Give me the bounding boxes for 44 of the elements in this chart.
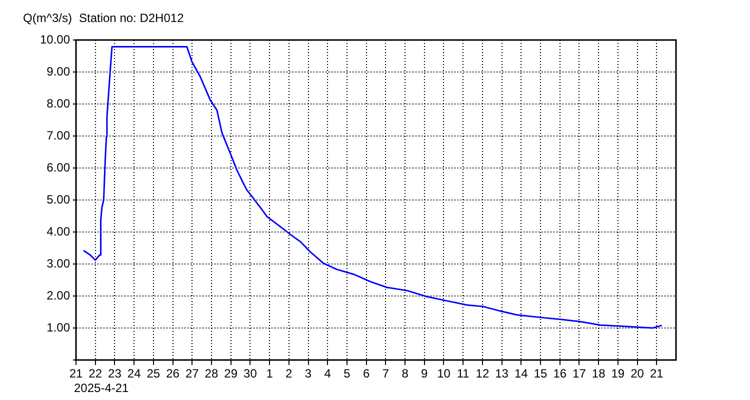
text: 2025-4-21 bbox=[74, 381, 130, 395]
y-tick-label: 9.00 bbox=[46, 64, 70, 78]
x-tick-label: 21 bbox=[650, 366, 664, 381]
x-tick-label: 24 bbox=[127, 366, 142, 381]
x-tick-label: 2 bbox=[286, 366, 293, 381]
y-tick-label: 4.00 bbox=[46, 224, 70, 238]
x-tick-label: 14 bbox=[514, 366, 528, 381]
y-axis-title: Q(m^3/s) bbox=[23, 11, 72, 25]
x-tick-label: 17 bbox=[572, 366, 586, 381]
y-tick-label: 7.00 bbox=[46, 128, 70, 142]
x-tick-label: 1 bbox=[266, 366, 274, 381]
x-tick-label: 22 bbox=[88, 366, 102, 381]
x-tick-label: 3 bbox=[304, 366, 312, 381]
x-tick-label: 25 bbox=[146, 366, 160, 381]
chart-title: Station no: D2H012 bbox=[79, 11, 184, 25]
x-tick-label: 15 bbox=[534, 366, 548, 381]
x-tick-label: 30 bbox=[244, 366, 258, 381]
x-tick-label: 29 bbox=[224, 366, 238, 381]
x-tick-label: 7 bbox=[382, 366, 390, 381]
y-tick-label: 5.00 bbox=[46, 192, 70, 206]
x-tick-label: 16 bbox=[553, 366, 567, 381]
x-tick-label: 9 bbox=[421, 366, 428, 381]
y-tick-label: 2.00 bbox=[46, 288, 70, 302]
x-tick-label: 26 bbox=[166, 366, 180, 381]
x-tick-label: 27 bbox=[185, 366, 200, 381]
x-tick-label: 23 bbox=[108, 366, 122, 381]
x-tick-label: 18 bbox=[592, 366, 606, 381]
x-tick-label: 6 bbox=[362, 366, 370, 381]
x-tick-label: 19 bbox=[611, 366, 625, 381]
y-tick-label: 8.00 bbox=[46, 96, 70, 110]
x-tick-label: 13 bbox=[495, 366, 509, 381]
x-tick-label: 21 bbox=[69, 366, 83, 381]
x-tick-label: 28 bbox=[204, 366, 218, 381]
y-tick-label: 3.00 bbox=[46, 256, 70, 270]
x-tick-label: 20 bbox=[630, 366, 644, 381]
x-tick-label: 10 bbox=[437, 366, 451, 381]
x-tick-label: 4 bbox=[324, 366, 332, 381]
y-tick-label: 1.00 bbox=[46, 320, 70, 334]
x-tick-label: 8 bbox=[402, 366, 409, 381]
x-tick-label: 5 bbox=[344, 366, 351, 381]
y-tick-label: 10.00 bbox=[40, 32, 70, 46]
x-tick-label: 12 bbox=[476, 366, 490, 381]
y-tick-label: 6.00 bbox=[46, 160, 70, 174]
x-tick-label: 11 bbox=[456, 366, 470, 381]
